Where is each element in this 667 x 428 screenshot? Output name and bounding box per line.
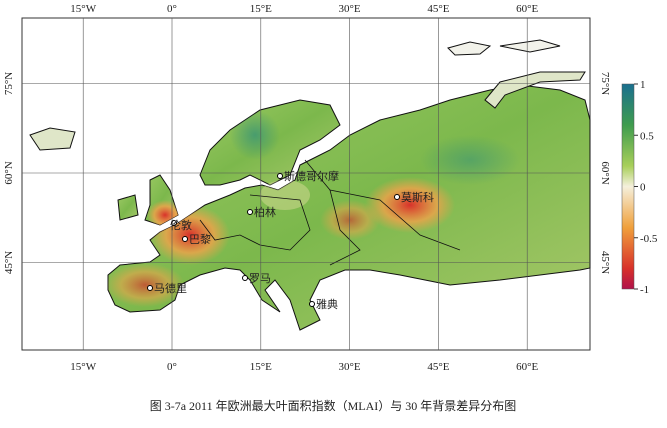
city-dot bbox=[242, 275, 248, 281]
lon-label: 60°E bbox=[516, 361, 538, 373]
lat-label: 75°N bbox=[3, 72, 15, 95]
colorbar-ticks: 1 0.5 0 -0.5 -1 bbox=[634, 79, 658, 296]
lat-label: 60°N bbox=[3, 161, 15, 184]
lat-label: 45°N bbox=[3, 251, 15, 274]
lat-label: 75°N bbox=[599, 72, 611, 95]
city-label: 巴黎 bbox=[189, 232, 211, 246]
city-dot bbox=[182, 236, 188, 242]
city-dot bbox=[394, 194, 400, 200]
city-dot bbox=[147, 285, 153, 291]
graticule: 15°W 15°W 0° 0° 15°E 15°E 30°E 30°E 45°E 45°E 60°E… bbox=[3, 3, 611, 373]
cities: 伦敦 巴黎 柏林 斯德哥尔摩 莫斯科 马德里 罗马 雅典 bbox=[147, 169, 434, 311]
city-label: 莫斯科 bbox=[401, 190, 434, 204]
lon-label: 15°E bbox=[250, 3, 272, 15]
colorbar bbox=[621, 83, 635, 290]
lat-label: 60°N bbox=[599, 161, 611, 184]
city-dot bbox=[309, 301, 315, 307]
lon-label: 45°E bbox=[427, 361, 449, 373]
lon-label: 15°W bbox=[70, 361, 96, 373]
lon-label: 30°E bbox=[339, 361, 361, 373]
lon-label: 0° bbox=[167, 3, 177, 15]
city-dot bbox=[247, 209, 253, 215]
colorbar-label: 0.5 bbox=[640, 130, 654, 142]
lat-label: 45°N bbox=[599, 251, 611, 274]
lon-label: 30°E bbox=[339, 3, 361, 15]
city-label: 马德里 bbox=[154, 281, 187, 295]
land bbox=[29, 39, 591, 331]
lon-label: 0° bbox=[167, 361, 177, 373]
city-dot bbox=[277, 173, 283, 179]
city-dot bbox=[171, 220, 177, 226]
lon-label: 15°E bbox=[250, 361, 272, 373]
city-label: 雅典 bbox=[316, 297, 338, 311]
colorbar-label: -0.5 bbox=[640, 233, 658, 245]
lon-label: 45°E bbox=[427, 3, 449, 15]
lon-label: 15°W bbox=[70, 3, 96, 15]
city-label: 斯德哥尔摩 bbox=[284, 169, 339, 183]
colorbar-label: 1 bbox=[640, 79, 646, 91]
city-label: 罗马 bbox=[249, 272, 271, 285]
city-label: 柏林 bbox=[254, 205, 276, 219]
colorbar-label: 0 bbox=[640, 182, 646, 194]
colorbar-label: -1 bbox=[640, 284, 649, 296]
city-label: 伦敦 bbox=[170, 218, 192, 232]
caption: 图 3-7a 2011 年欧洲最大叶面积指数（MLAI）与 30 年背景差异分布… bbox=[150, 398, 517, 413]
lon-label: 60°E bbox=[516, 3, 538, 15]
